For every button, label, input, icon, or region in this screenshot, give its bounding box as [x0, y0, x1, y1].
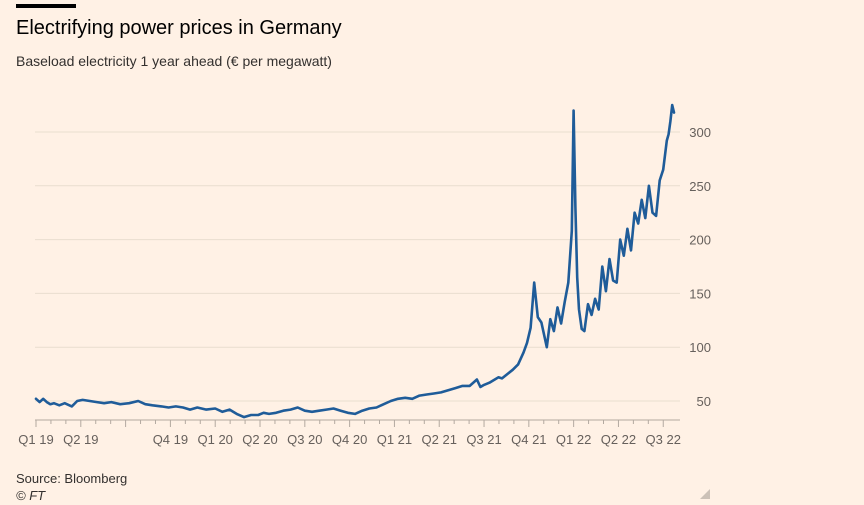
x-tick-label: Q3 22 [646, 432, 681, 447]
y-axis-labels: 50 100 150 200 250 300 [689, 125, 711, 409]
y-tick-label: 250 [689, 179, 711, 194]
x-tick-label: Q2 19 [63, 432, 98, 447]
y-tick-label: 50 [697, 394, 711, 409]
y-tick-label: 150 [689, 286, 711, 301]
x-tick-label: Q2 22 [601, 432, 636, 447]
source-note: Source: Bloomberg [16, 471, 128, 486]
top-rule [16, 4, 76, 8]
x-tick-label: Q1 22 [556, 432, 591, 447]
series-line-0 [34, 103, 676, 419]
y-tick-label: 300 [689, 125, 711, 140]
copyright-note: © FT [16, 488, 46, 503]
x-tick-label: Q2 21 [422, 432, 457, 447]
x-tick-label: Q3 20 [287, 432, 322, 447]
x-tick-label: Q4 21 [511, 432, 546, 447]
chart-subtitle: Baseload electricity 1 year ahead (€ per… [16, 53, 332, 69]
x-tick-label: Q1 21 [377, 432, 412, 447]
x-tick-label: Q2 20 [242, 432, 277, 447]
x-tick-label: Q4 19 [153, 432, 188, 447]
x-tick-label: Q3 21 [466, 432, 501, 447]
chart-title: Electrifying power prices in Germany [16, 17, 342, 39]
x-axis: Q1 19 Q2 19 Q4 19 Q1 20 Q2 20 Q3 20 Q4 20 Q1 21… [18, 419, 681, 447]
series-layer [34, 103, 676, 419]
x-tick-label: Q1 19 [18, 432, 53, 447]
resize-handle-icon [700, 489, 710, 499]
x-tick-label: Q1 20 [198, 432, 233, 447]
y-tick-label: 200 [689, 233, 711, 248]
y-tick-label: 100 [689, 340, 711, 355]
gridlines [35, 131, 680, 402]
x-tick-label: Q4 20 [332, 432, 367, 447]
